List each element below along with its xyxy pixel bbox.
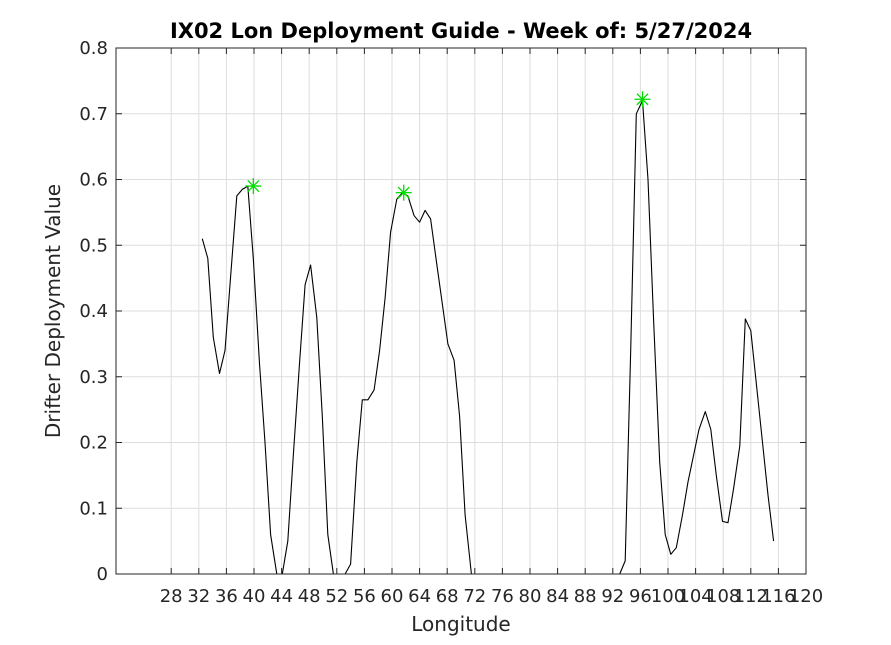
x-tick-label: 44 [270,586,293,607]
y-tick-labels: 0 0.1 0.2 0.3 0.4 0.5 0.6 0.7 0.8 [79,38,108,585]
x-tick-label: 112 [734,586,768,607]
x-tick-label: 88 [574,586,597,607]
y-tick-label: 0.4 [79,301,108,322]
x-tick-label: 48 [298,586,321,607]
x-tick-label: 92 [601,586,624,607]
peak-marker [634,91,651,108]
y-axis-label: Drifter Deployment Value [41,184,65,438]
x-tick-label: 108 [706,586,740,607]
x-tick-label: 84 [546,586,569,607]
x-tick-label: 64 [408,586,431,607]
peak-marker [245,178,262,195]
series-line [201,100,775,575]
x-tick-label: 80 [519,586,542,607]
y-tick-label: 0.6 [79,170,108,191]
y-tick-label: 0.7 [79,104,108,125]
chart-title: IX02 Lon Deployment Guide - Week of: 5/2… [170,19,752,43]
x-tick-labels: 28 32 36 40 44 48 52 56 60 64 68 72 76 80 84 88 92 961001… [160,586,823,607]
x-tick-label: 60 [381,586,404,607]
x-tick-label: 68 [436,586,459,607]
grid-lines [116,47,807,575]
x-tick-label: 116 [761,586,795,607]
series-line-group [201,100,775,575]
x-tick-label: 104 [678,586,712,607]
x-tick-label: 40 [243,586,266,607]
y-tick-label: 0 [97,564,108,585]
x-tick-label: 56 [353,586,376,607]
y-tick-label: 0.8 [79,38,108,59]
x-tick-label: 72 [463,586,486,607]
peak-markers [245,91,651,201]
y-tick-label: 0.3 [79,367,108,388]
x-tick-label: 52 [325,586,348,607]
y-tick-label: 0.5 [79,235,108,256]
x-tick-label: 96 [629,586,652,607]
peak-marker [395,184,412,201]
x-tick-label: 120 [789,586,823,607]
x-axis-label: Longitude [411,612,510,636]
x-tick-label: 100 [651,586,685,607]
axis-ticks [116,47,807,575]
x-tick-label: 32 [187,586,210,607]
x-tick-label: 76 [491,586,514,607]
x-tick-label: 28 [160,586,183,607]
y-tick-label: 0.1 [79,498,108,519]
y-tick-label: 0.2 [79,433,108,454]
x-tick-label: 36 [215,586,238,607]
